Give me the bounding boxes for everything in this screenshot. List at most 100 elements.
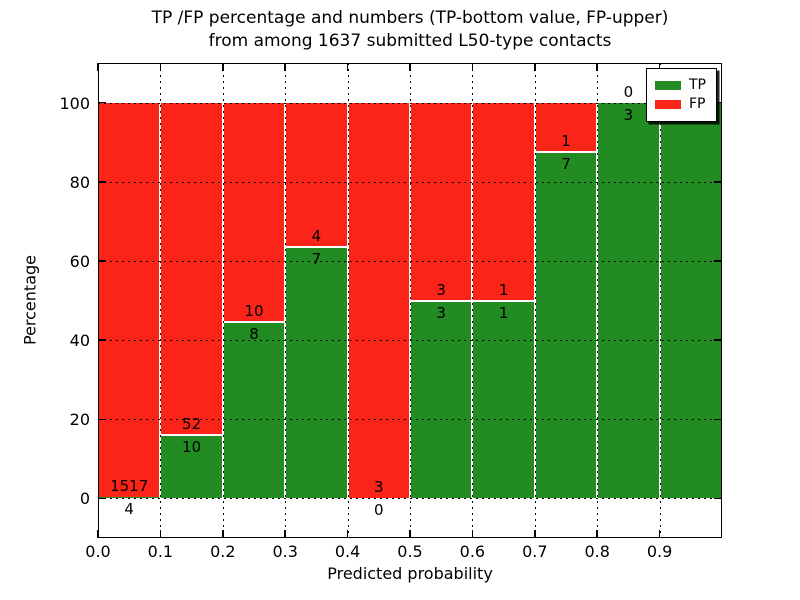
- bar-segment-tp: [285, 246, 348, 499]
- gridline-horizontal: [98, 260, 722, 262]
- count-label-tp: 7: [311, 249, 322, 268]
- x-tick-bottom: [346, 530, 349, 538]
- gridline-horizontal: [98, 340, 722, 342]
- x-tick-top: [409, 63, 411, 71]
- gridline-vertical: [160, 63, 162, 538]
- y-tick-label: 40: [69, 331, 90, 351]
- legend-item-tp: TP: [655, 77, 706, 94]
- bar-segment-fp: [98, 102, 161, 498]
- y-tick-right: [714, 418, 722, 420]
- y-tick-left: [98, 418, 106, 420]
- count-label-tp: 0: [374, 501, 384, 520]
- legend-fp-swatch-icon: [655, 100, 681, 109]
- x-tick-top: [658, 63, 661, 71]
- gridline-vertical: [347, 63, 349, 538]
- count-label-fp: 1: [561, 132, 571, 151]
- count-label-fp: 10: [244, 302, 264, 321]
- gridline-vertical: [534, 63, 536, 538]
- count-label-tp: 7: [561, 155, 571, 174]
- bar-segment-fp: [410, 102, 473, 301]
- x-tick-label: 0.0: [85, 542, 111, 561]
- bar-segment-fp: [534, 102, 598, 153]
- gridline-vertical: [659, 63, 661, 538]
- legend: TP FP: [646, 68, 717, 122]
- count-label-tp: 3: [436, 303, 446, 322]
- x-tick-top: [471, 63, 474, 71]
- x-tick-label: 0.2: [210, 542, 236, 561]
- plot-area: 15174521010847303311170303: [97, 63, 722, 538]
- x-tick-top: [284, 63, 286, 71]
- count-label-fp: 1517: [110, 477, 149, 496]
- x-tick-label: 0.5: [397, 542, 423, 561]
- x-tick-bottom: [159, 530, 162, 538]
- count-label-tp: 10: [182, 437, 202, 456]
- y-tick-label: 80: [69, 172, 90, 192]
- y-tick-left: [98, 101, 106, 104]
- count-label-tp: 3: [623, 105, 634, 124]
- x-tick-label: 0.9: [646, 542, 673, 561]
- count-label-fp: 0: [623, 82, 634, 101]
- gridline-horizontal: [98, 419, 722, 421]
- chart-title-line2: from among 1637 submitted L50-type conta…: [208, 30, 612, 51]
- bar-segment-tp: [410, 300, 473, 499]
- gridline-vertical: [285, 63, 287, 538]
- y-axis-label: Percentage: [20, 254, 40, 346]
- bar-segment-tp: [160, 434, 223, 499]
- x-axis-label: Predicted probability: [327, 564, 493, 583]
- y-tick-right: [714, 181, 722, 183]
- gridline-horizontal: [98, 498, 722, 500]
- chart-title: TP /FP percentage and numbers (TP-bottom…: [98, 7, 722, 53]
- y-tick-right: [714, 260, 722, 262]
- bar-segment-tp: [659, 102, 722, 499]
- bar-segment-tp: [222, 322, 286, 499]
- x-tick-label: 0.1: [147, 542, 174, 561]
- y-tick-left: [98, 260, 106, 262]
- x-tick-top: [159, 63, 162, 71]
- x-tick-top: [534, 63, 536, 71]
- bar-segment-tp: [534, 152, 598, 499]
- bar-segment-fp: [160, 102, 223, 435]
- y-tick-right: [714, 497, 722, 500]
- legend-label-fp: FP: [689, 96, 706, 112]
- x-tick-label: 0.3: [272, 542, 298, 561]
- count-label-tp: 8: [249, 325, 259, 344]
- y-tick-right: [714, 101, 722, 104]
- gridline-horizontal: [98, 102, 722, 104]
- x-tick-top: [346, 63, 349, 71]
- x-tick-bottom: [284, 530, 286, 538]
- y-tick-label: 100: [59, 93, 90, 113]
- bar-segment-fp: [285, 102, 348, 247]
- x-tick-bottom: [596, 530, 598, 538]
- bar-segment-fp: [347, 102, 410, 499]
- y-tick-label: 20: [69, 410, 90, 430]
- bar-edge-boundary: [222, 321, 286, 324]
- x-tick-bottom: [409, 530, 411, 538]
- count-label-tp: 4: [124, 500, 134, 519]
- x-tick-bottom: [471, 530, 474, 538]
- x-tick-label: 0.7: [522, 542, 548, 561]
- gridline-vertical: [472, 63, 474, 538]
- bar-edge-boundary: [472, 299, 535, 302]
- x-tick-label: 0.8: [584, 542, 610, 561]
- legend-tp-swatch-icon: [655, 81, 681, 90]
- x-tick-label: 0.6: [459, 542, 486, 561]
- x-tick-bottom: [534, 530, 536, 538]
- gridline-horizontal: [98, 181, 722, 183]
- bar-segment-fp: [472, 102, 535, 301]
- gridline-vertical: [410, 63, 411, 538]
- x-tick-top: [222, 63, 224, 71]
- y-tick-label: 0: [79, 489, 90, 509]
- count-label-fp: 52: [182, 414, 202, 433]
- bar-edge-boundary: [534, 151, 598, 154]
- legend-item-fp: FP: [655, 96, 706, 113]
- bar-segment-tp: [472, 300, 535, 499]
- gridline-vertical: [597, 63, 599, 538]
- bar-edge-boundary: [285, 245, 348, 248]
- chart-title-line1: TP /FP percentage and numbers (TP-bottom…: [151, 8, 669, 28]
- y-tick-right: [714, 339, 722, 341]
- gridline-vertical: [222, 63, 224, 538]
- bar-edge-boundary: [160, 433, 223, 436]
- bar-edge-boundary: [410, 299, 473, 302]
- legend-label-tp: TP: [689, 77, 706, 93]
